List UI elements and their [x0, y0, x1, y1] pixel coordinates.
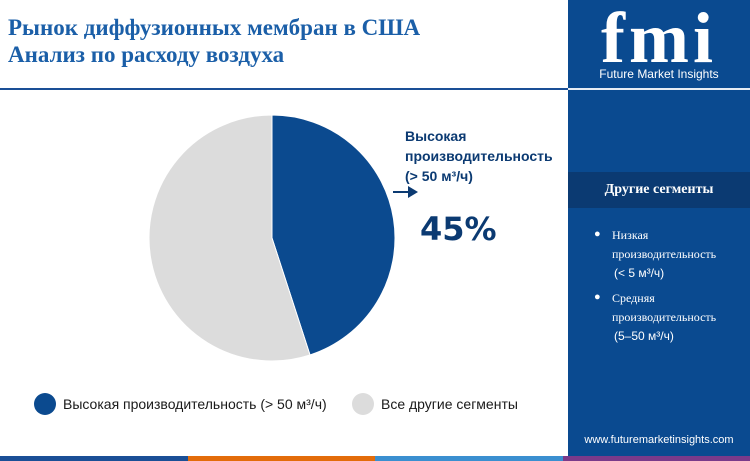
legend-swatch-high [34, 393, 56, 415]
segment-range: (< 5 м³/ч) [614, 266, 665, 280]
legend-label-other: Все другие сегменты [381, 396, 518, 412]
pie-slice-high [271, 114, 396, 356]
bullet-icon: ● [594, 291, 601, 303]
logo-globe-dot [689, 19, 695, 25]
bullet-icon: ● [594, 228, 601, 240]
sidebar-divider [568, 88, 750, 90]
bottom-bar-segment [187, 456, 375, 461]
page-title-line-2: Анализ по расходу воздуха [8, 42, 285, 67]
logo-globe-dot [661, 21, 667, 27]
page-title: Рынок диффузионных мембран в США Анализ … [8, 14, 568, 68]
segment-range: (5–50 м³/ч) [614, 329, 674, 343]
title-divider [0, 88, 568, 90]
fmi-logo-icon: fmi [601, 6, 717, 66]
legend-label-high: Высокая производительность (> 50 м³/ч) [63, 396, 327, 412]
callout-value: 45% [420, 210, 497, 248]
other-segments-header: Другие сегменты [568, 172, 750, 208]
pie-slices [148, 114, 396, 362]
pie-slice-other [148, 114, 311, 362]
pie-chart [148, 114, 418, 362]
bottom-bar-segment [562, 456, 750, 461]
callout-label-line-3: (> 50 м³/ч) [405, 168, 473, 184]
callout-label-line-1: Высокая [405, 128, 467, 144]
logo-caption: Future Market Insights [599, 67, 719, 81]
callout-label-line-2: производительность [405, 148, 553, 164]
segment-name: Низкая производительность [612, 228, 717, 261]
callout-arrow-head [408, 186, 418, 198]
bottom-bar-segment [375, 456, 563, 461]
logo-globe-dot [633, 21, 639, 27]
other-segments-list: ● Низкая производительность (< 5 м³/ч) ●… [594, 226, 744, 352]
logo-text: fmi [601, 6, 717, 66]
bottom-color-bar [0, 456, 750, 461]
website-link[interactable]: www.futuremarketinsights.com [584, 434, 734, 446]
list-item: ● Средняя производительность (5–50 м³/ч) [594, 289, 744, 346]
page-title-line-1: Рынок диффузионных мембран в США [8, 15, 421, 40]
sidebar: fmi Future Market Insights Другие сегмен… [568, 0, 750, 461]
callout-label: Высокая производительность (> 50 м³/ч) [405, 126, 575, 186]
list-item: ● Низкая производительность (< 5 м³/ч) [594, 226, 744, 283]
legend-swatch-other [352, 393, 374, 415]
brand-logo: fmi Future Market Insights [568, 0, 750, 88]
bottom-bar-segment [0, 456, 188, 461]
callout-arrow [393, 186, 418, 198]
segment-name: Средняя производительность [612, 291, 717, 324]
